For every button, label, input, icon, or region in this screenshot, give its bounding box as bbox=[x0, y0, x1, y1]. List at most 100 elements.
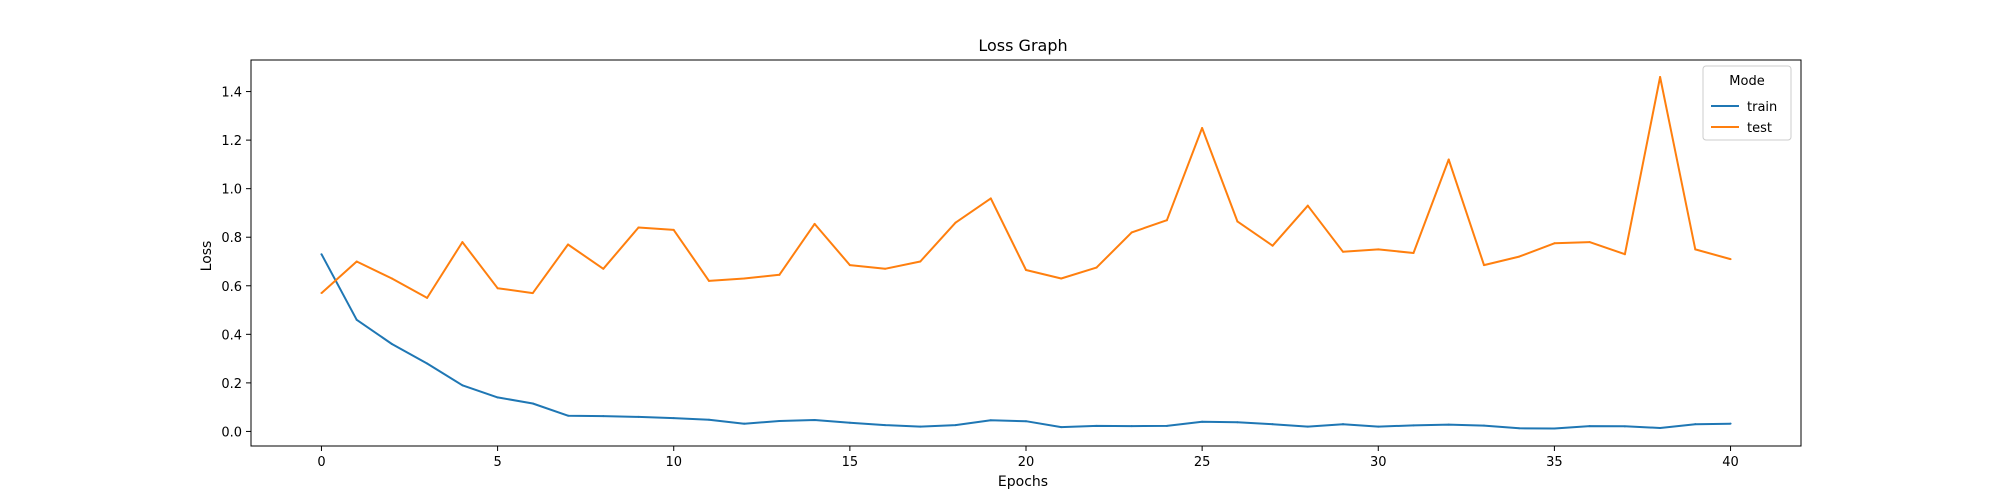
y-tick-label: 1.4 bbox=[221, 86, 242, 101]
x-tick-label: 20 bbox=[1018, 455, 1035, 470]
y-tick-label: 0.0 bbox=[221, 425, 242, 440]
data-point-test bbox=[743, 277, 746, 280]
data-point-test bbox=[672, 228, 675, 231]
data-point-train bbox=[1130, 425, 1133, 428]
data-point-test bbox=[567, 243, 570, 246]
data-point-train bbox=[531, 402, 534, 405]
y-tick-label: 0.8 bbox=[221, 231, 242, 246]
axes-frame bbox=[250, 59, 1802, 447]
series-line-train bbox=[320, 253, 1731, 430]
data-point-test bbox=[1025, 268, 1027, 271]
legend-title: Mode bbox=[1729, 74, 1764, 89]
data-point-train bbox=[743, 422, 746, 425]
data-point-test bbox=[1729, 258, 1732, 261]
data-point-test bbox=[813, 222, 816, 225]
data-point-test bbox=[707, 279, 710, 282]
data-point-train bbox=[848, 421, 851, 424]
data-point-test bbox=[1306, 204, 1309, 207]
data-point-train bbox=[1623, 425, 1626, 428]
data-point-train bbox=[672, 417, 675, 420]
data-point-train bbox=[1306, 425, 1309, 428]
x-tick-label: 5 bbox=[493, 455, 501, 470]
data-point-train bbox=[954, 424, 957, 427]
data-point-train bbox=[426, 362, 429, 365]
data-point-train bbox=[1025, 420, 1027, 423]
data-point-train bbox=[1694, 423, 1697, 426]
data-point-test bbox=[1518, 255, 1521, 258]
data-point-test bbox=[1623, 253, 1626, 256]
y-tick-label: 0.4 bbox=[221, 328, 242, 343]
x-tick-label: 10 bbox=[665, 455, 682, 470]
data-point-train bbox=[637, 415, 640, 418]
x-tick-label: 40 bbox=[1722, 455, 1739, 470]
data-point-test bbox=[320, 292, 323, 295]
data-point-test bbox=[1447, 158, 1450, 161]
y-axis-label: Loss bbox=[199, 241, 215, 272]
data-point-train bbox=[1095, 424, 1098, 427]
data-point-test bbox=[390, 277, 393, 280]
data-point-train bbox=[1588, 425, 1591, 428]
data-point-train bbox=[778, 419, 781, 422]
data-point-test bbox=[1588, 241, 1591, 244]
data-point-test bbox=[778, 273, 781, 276]
data-point-test bbox=[602, 267, 605, 270]
data-point-test bbox=[496, 287, 499, 290]
data-point-test bbox=[637, 226, 640, 229]
data-point-test bbox=[1694, 248, 1697, 251]
y-tick-label: 0.6 bbox=[221, 280, 242, 295]
legend-box bbox=[1702, 65, 1792, 141]
data-point-test bbox=[461, 241, 464, 244]
x-axis-label: Epochs bbox=[998, 474, 1048, 490]
chart-title: Loss Graph bbox=[978, 36, 1067, 55]
series-line-test bbox=[320, 76, 1731, 299]
data-point-train bbox=[1518, 427, 1521, 430]
data-point-test bbox=[1060, 277, 1063, 280]
data-point-train bbox=[496, 396, 499, 399]
x-tick-label: 15 bbox=[842, 455, 859, 470]
data-point-test bbox=[954, 221, 957, 224]
y-tick-label: 0.2 bbox=[221, 377, 242, 392]
data-point-test bbox=[884, 267, 887, 270]
data-point-train bbox=[1060, 426, 1063, 429]
data-point-test bbox=[1201, 126, 1204, 129]
data-point-test bbox=[919, 260, 922, 263]
data-point-test bbox=[1553, 242, 1556, 245]
x-tick-label: 25 bbox=[1194, 455, 1211, 470]
data-point-test bbox=[355, 260, 358, 263]
data-point-train bbox=[1271, 423, 1274, 426]
data-point-test bbox=[848, 264, 851, 267]
data-point-train bbox=[1165, 424, 1168, 427]
data-point-train bbox=[355, 318, 358, 321]
data-point-train bbox=[1236, 421, 1239, 424]
data-point-train bbox=[567, 414, 570, 417]
data-point-train bbox=[1482, 424, 1485, 427]
data-point-test bbox=[1165, 219, 1168, 222]
data-point-train bbox=[1553, 427, 1556, 430]
data-point-test bbox=[1482, 264, 1485, 267]
y-tick-label: 1.2 bbox=[221, 134, 242, 149]
data-point-train bbox=[884, 424, 887, 427]
data-point-test bbox=[531, 292, 534, 295]
plot-area: 0 5 10 15 20 25 30 35 40 0.0 0.2 0.4 0.6 0.8 1.0 1.2 1.4… bbox=[221, 59, 1802, 470]
data-point-train bbox=[707, 418, 710, 421]
legend-label-test: test bbox=[1747, 121, 1772, 136]
legend-label-train: train bbox=[1747, 100, 1777, 115]
data-point-train bbox=[1377, 425, 1380, 428]
y-tick-label: 1.0 bbox=[221, 183, 242, 198]
data-point-test bbox=[1377, 248, 1380, 251]
data-point-train bbox=[919, 425, 922, 428]
x-tick-label: 30 bbox=[1370, 455, 1387, 470]
data-point-train bbox=[1412, 424, 1415, 427]
data-point-train bbox=[1201, 420, 1204, 423]
data-point-train bbox=[989, 419, 992, 422]
data-point-test bbox=[1236, 220, 1239, 223]
data-point-train bbox=[813, 419, 816, 422]
data-point-test bbox=[1271, 244, 1274, 247]
data-point-train bbox=[320, 253, 323, 256]
data-point-train bbox=[390, 343, 393, 346]
data-point-train bbox=[461, 384, 464, 387]
data-point-test bbox=[1130, 231, 1133, 234]
data-point-test bbox=[1095, 266, 1098, 269]
data-point-test bbox=[989, 197, 992, 200]
